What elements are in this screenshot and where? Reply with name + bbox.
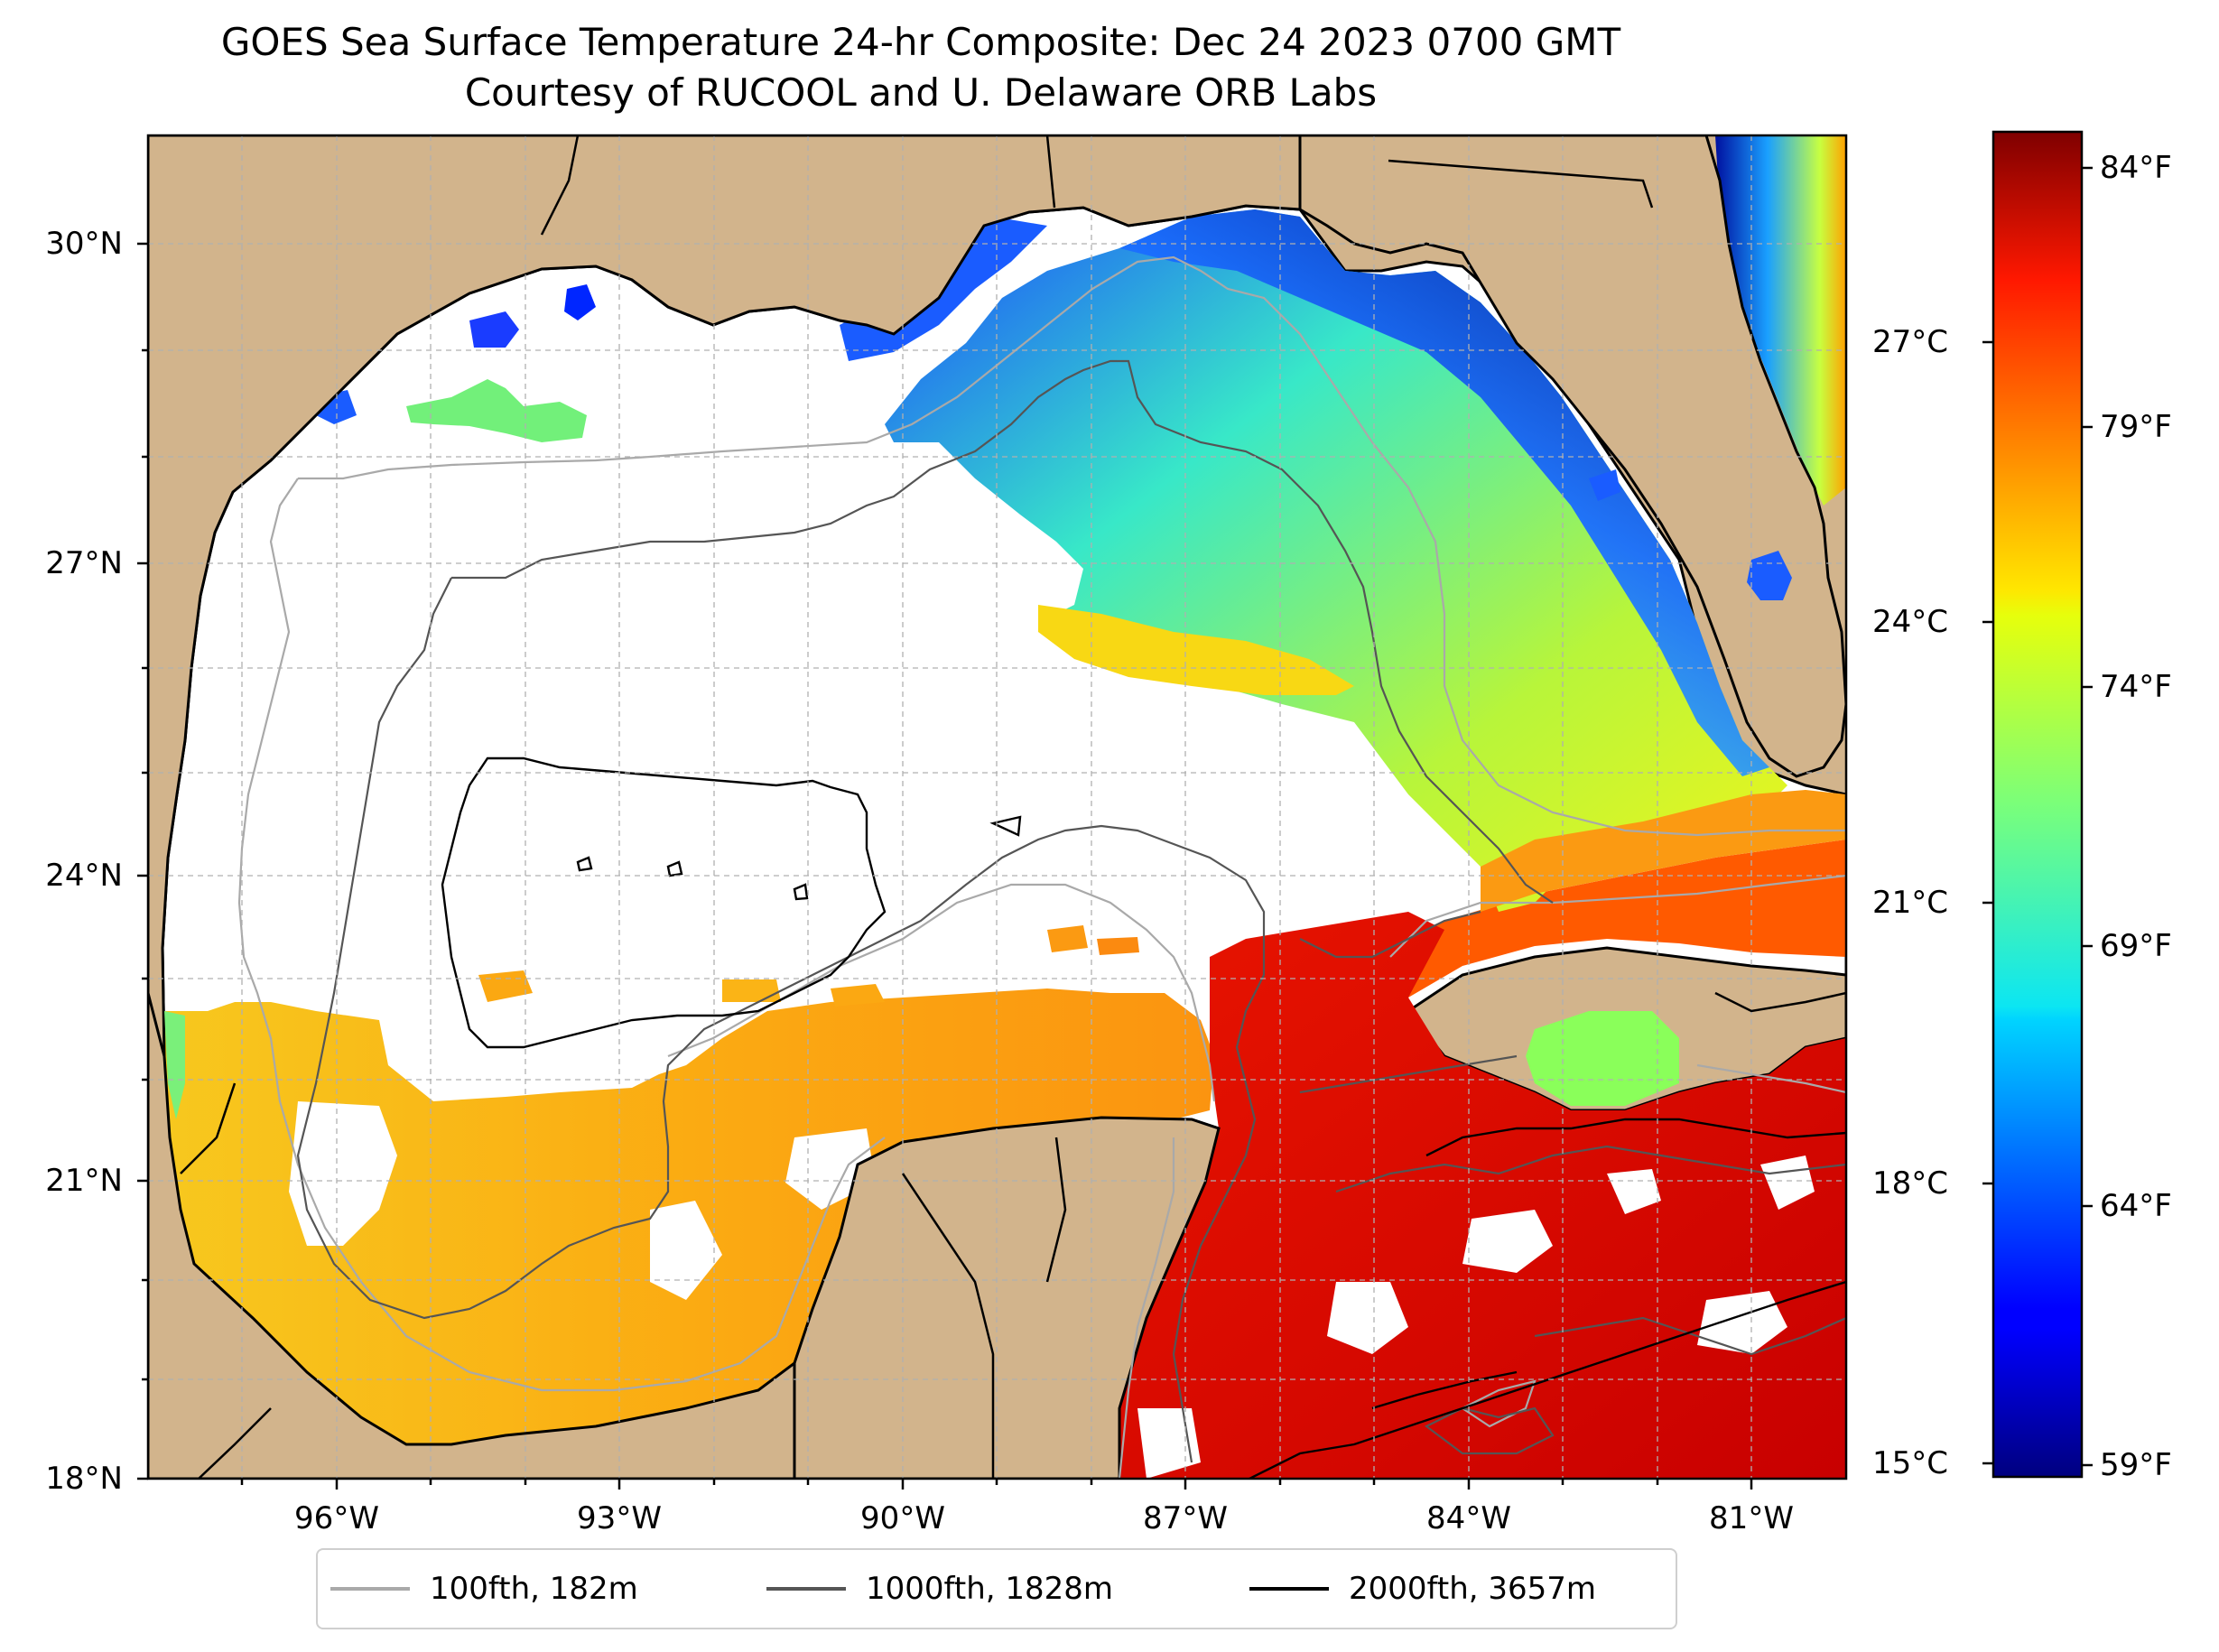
colorbar-fahrenheit-label: 69°F	[2100, 928, 2172, 964]
contour-2000fth	[441, 756, 1846, 1479]
yucatan	[793, 1116, 1221, 1479]
legend-swatch	[766, 1587, 846, 1591]
florida-inland-water	[1589, 469, 1620, 501]
florida	[1298, 135, 1846, 778]
legend-label: 2000fth, 3657m	[1349, 1571, 1597, 1607]
colorbar-fahrenheit-label: 74°F	[2100, 669, 2172, 705]
sst-texas-patch-1	[406, 379, 587, 442]
sst-northeast-gulf	[885, 209, 1787, 912]
nodata-hole-2	[650, 1201, 722, 1300]
colorbar-ticks	[1982, 166, 2093, 1467]
legend-swatch	[330, 1587, 410, 1591]
sst-midgulf-patch-1	[1047, 925, 1088, 952]
nodata-carib-2	[1462, 1210, 1553, 1273]
sst-mexico-coast-strip	[164, 1011, 185, 1119]
colorbar-fahrenheit-label: 79°F	[2100, 409, 2172, 445]
cuba-north-water	[1372, 840, 1846, 998]
lon-tick-label: 87°W	[1143, 1500, 1228, 1536]
chart-title: GOES Sea Surface Temperature 24-hr Compo…	[220, 20, 1621, 64]
contour-legend: 100fth, 182m 1000fth, 1828m 2000fth, 365…	[316, 1548, 1677, 1629]
northwest-land	[148, 135, 1302, 1057]
colorbar-celsius-label: 21°C	[1872, 885, 1949, 921]
colorbar-celsius-label: 18°C	[1872, 1165, 1949, 1202]
nodata-carib-1	[1327, 1282, 1408, 1354]
sst-midgulf-patch-4	[722, 979, 781, 1002]
colorbar-celsius-label: 15°C	[1872, 1445, 1949, 1481]
lat-tick-label: 18°N	[45, 1461, 123, 1497]
sst-florida-straits	[1481, 790, 1846, 912]
sst-texas-patch-3	[564, 284, 596, 320]
colorbar-fahrenheit-label: 84°F	[2100, 150, 2172, 186]
colorbar-celsius-label: 24°C	[1872, 604, 1949, 640]
sst-midgulf-patch-3	[831, 984, 885, 1007]
legend-item-1000fth: 1000fth, 1828m	[766, 1550, 1113, 1628]
lat-tick-label: 21°N	[45, 1163, 123, 1199]
lon-tick-label: 93°W	[577, 1500, 662, 1536]
lon-tick-label: 96°W	[294, 1500, 379, 1536]
mexico-land	[148, 992, 796, 1479]
legend-item-2000fth: 2000fth, 3657m	[1249, 1550, 1596, 1628]
legend-swatch	[1249, 1587, 1329, 1591]
contour-1000fth	[296, 359, 1846, 1463]
contour-100fth	[237, 255, 1846, 1479]
colorbar	[1992, 130, 2084, 1479]
colorbar-celsius-label: 27°C	[1872, 324, 1949, 360]
nodata-hole-1	[289, 1101, 397, 1246]
chart-subtitle: Courtesy of RUCOOL and U. Delaware ORB L…	[464, 70, 1378, 115]
axis-ticks	[137, 242, 1753, 1490]
lat-tick-label: 30°N	[45, 226, 123, 262]
legend-label: 1000fth, 1828m	[866, 1571, 1114, 1607]
legend-label: 100fth, 182m	[430, 1571, 638, 1607]
lat-tick-label: 24°N	[45, 858, 123, 894]
sst-caribbean	[1119, 912, 1846, 1479]
lon-tick-label: 84°W	[1426, 1500, 1511, 1536]
sst-northeast-shelf	[1119, 209, 1769, 776]
sst-atlantic	[1715, 135, 1846, 506]
gridlines	[148, 135, 1846, 1479]
map-area	[148, 135, 1846, 1479]
sst-midnorth-strip	[1038, 605, 1354, 695]
lon-tick-label: 90°W	[860, 1500, 945, 1536]
colorbar-fahrenheit-label: 59°F	[2100, 1447, 2172, 1483]
lon-tick-label: 81°W	[1709, 1500, 1794, 1536]
political-borders	[180, 135, 1846, 1479]
legend-item-100fth: 100fth, 182m	[330, 1550, 638, 1628]
nodata-hole-3	[506, 1038, 578, 1092]
colorbar-fahrenheit-label: 64°F	[2100, 1188, 2172, 1224]
lat-tick-label: 27°N	[45, 545, 123, 581]
sst-texas-patch-2	[469, 311, 519, 348]
sst-cuba-south	[1526, 1011, 1679, 1106]
sst-midgulf-patch-5	[1097, 937, 1139, 955]
